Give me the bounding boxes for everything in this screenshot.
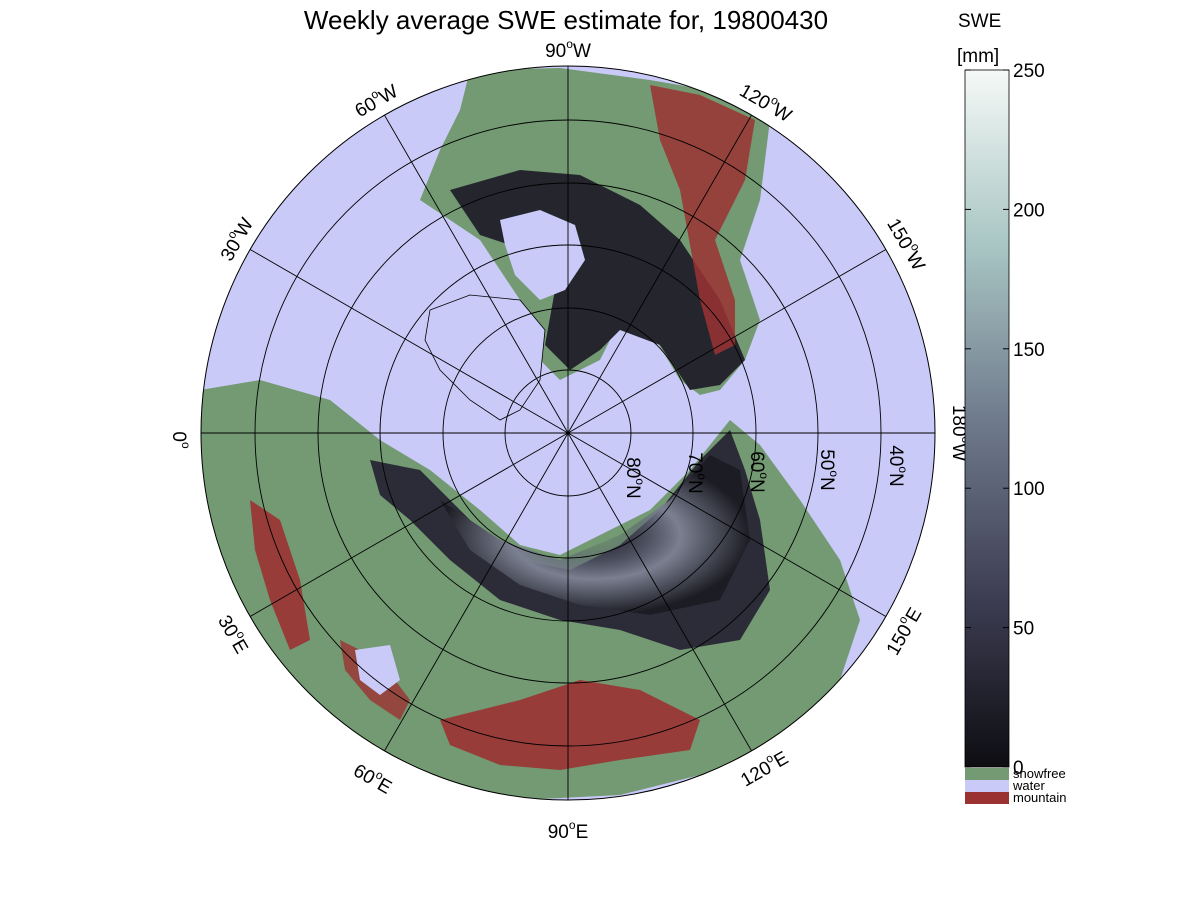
longitude-label: 60oE <box>349 757 397 799</box>
meridian-line <box>567 249 887 434</box>
latitude-labels: 80oN 70oN 60oN 50oN 40oN <box>622 445 910 499</box>
graticule <box>201 66 935 800</box>
category-label: mountain <box>1013 790 1066 805</box>
colorbar-tick-label: 250 <box>1013 61 1045 82</box>
meridian-line <box>249 432 569 617</box>
meridian-line <box>384 432 569 752</box>
colorbar-title: SWE <box>958 11 1001 32</box>
meridian-line <box>567 432 887 617</box>
category-swatch <box>965 780 1009 792</box>
latitude-label: 80oN <box>622 457 647 499</box>
colorbar-tick-label: 150 <box>1013 340 1045 361</box>
caspian-sea <box>355 645 400 695</box>
category-label: snowfree <box>1013 766 1066 781</box>
category-swatch <box>965 768 1009 780</box>
eurasia-deep-snow <box>440 455 750 615</box>
colorbar-tick-label: 50 <box>1013 619 1034 640</box>
latitude-label: 50oN <box>816 449 841 491</box>
rocky-mountains <box>650 85 755 355</box>
longitude-label: 90oW <box>545 37 591 62</box>
colorbar-tick-label: 0 <box>1013 758 1024 779</box>
meridian-line <box>384 114 569 434</box>
latitude-label: 40oN <box>885 445 910 487</box>
hudson-bay <box>500 210 585 300</box>
latitude-label: 70oN <box>684 452 709 494</box>
colorbar-tick-label: 100 <box>1013 479 1045 500</box>
meridian-line <box>567 432 752 752</box>
eurasia-mountains <box>440 680 700 770</box>
colorbar-gradient <box>964 69 1010 768</box>
category-label: water <box>1012 778 1045 793</box>
polar-map <box>201 66 935 800</box>
greenland <box>424 294 546 421</box>
colorbar-tick-label: 200 <box>1013 200 1045 221</box>
category-swatch <box>965 792 1009 804</box>
colorbar-ticks: 250 200 150 100 50 0 <box>965 61 1045 779</box>
scandinavia-mountains <box>250 500 310 650</box>
colorbar-unit: [mm] <box>957 46 999 67</box>
meridian-line <box>249 249 569 434</box>
longitude-label: 90oE <box>548 818 589 843</box>
colorbar: SWE [mm] 250 200 150 100 50 0 snowfreewatermo… <box>957 11 1066 805</box>
longitude-label: 30oE <box>213 610 255 658</box>
map-title: Weekly average SWE estimate for, 1980043… <box>304 5 828 35</box>
longitude-label: 0o <box>168 431 193 449</box>
latitude-label: 60oN <box>746 451 771 493</box>
meridian-line <box>567 114 752 434</box>
